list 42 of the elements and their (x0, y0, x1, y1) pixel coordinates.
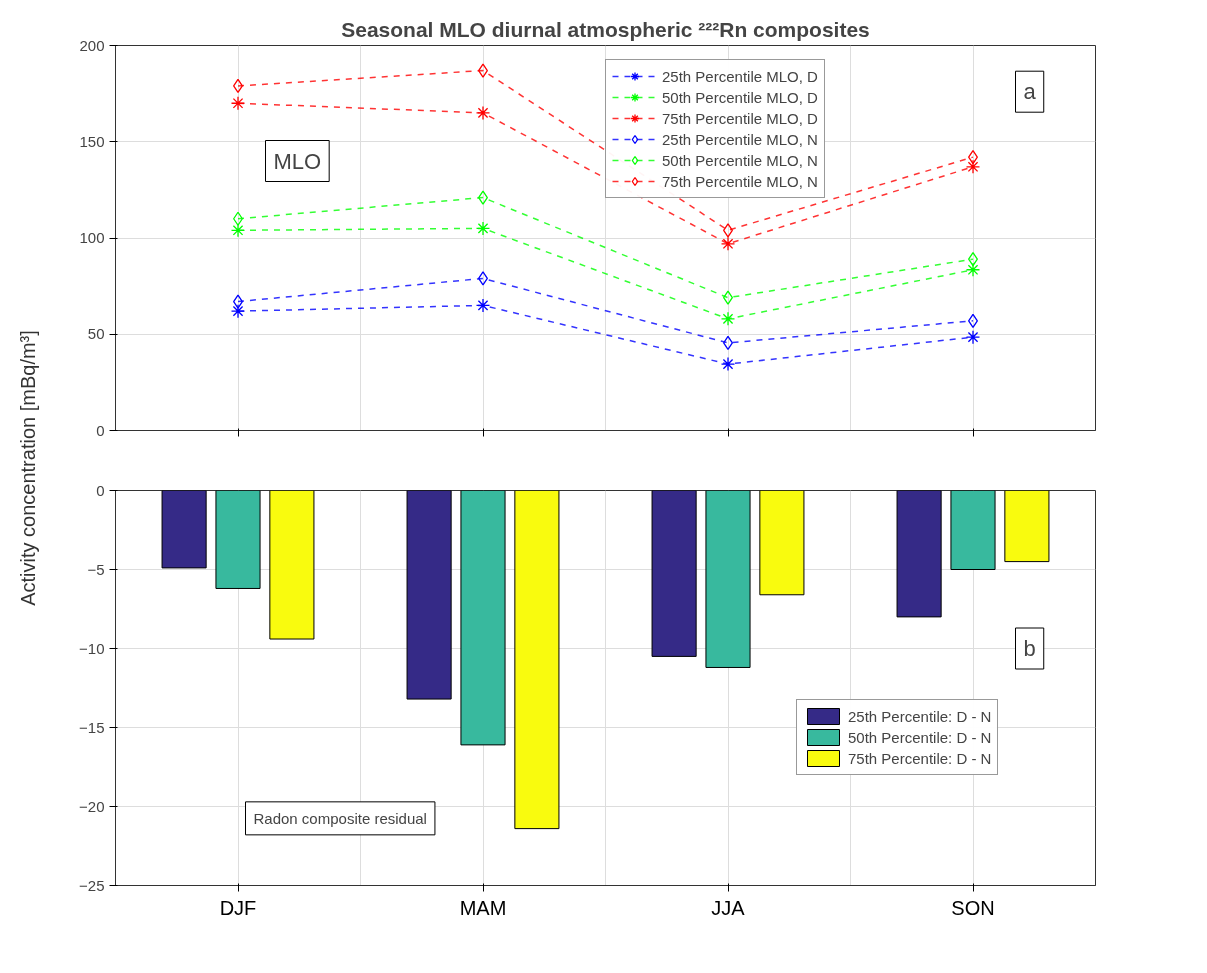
legend-label: 75th Percentile MLO, D (662, 109, 818, 127)
y-tick-label: 100 (79, 229, 105, 246)
x-tick-label: JJA (711, 896, 746, 919)
legend-label: 75th Percentile MLO, N (662, 172, 818, 190)
x-tick-label: SON (951, 896, 995, 919)
point (230, 223, 246, 238)
point (965, 159, 981, 174)
annotation: a (1023, 79, 1037, 105)
y-tick-label: 50 (87, 325, 105, 343)
point (230, 96, 246, 111)
x-tick-label: MAM (459, 896, 507, 919)
legend-label: 25th Percentile MLO, N (662, 130, 818, 148)
y-tick-label: −15 (79, 718, 105, 736)
y-axis-title: Activity concentration [mBq/m³] (16, 330, 39, 606)
y-tick-label: 0 (96, 421, 105, 439)
legend-label: 50th Percentile MLO, N (662, 151, 818, 169)
annotation: Radon composite residual (253, 809, 427, 827)
y-tick-label: −5 (87, 560, 105, 578)
legend-label: 50th Percentile: D - N (848, 728, 992, 746)
point (475, 221, 491, 236)
y-tick-label: 0 (96, 481, 105, 499)
annotation: b (1023, 636, 1036, 661)
y-tick-label: 150 (79, 132, 105, 150)
legend-label: 50th Percentile MLO, D (662, 88, 818, 106)
point (965, 262, 981, 277)
legend-label: 75th Percentile: D - N (848, 749, 992, 767)
point (965, 329, 981, 345)
chart-title: Seasonal MLO diurnal atmospheric ²²²Rn composites (341, 17, 870, 41)
point (475, 105, 491, 121)
y-tick-label: 200 (79, 36, 105, 54)
point (720, 356, 736, 372)
legend-label: 25th Percentile: D - N (848, 707, 992, 725)
annotation: MLO (273, 148, 322, 174)
y-tick-label: −25 (79, 876, 105, 894)
point (720, 311, 736, 326)
point (720, 236, 736, 251)
x-tick-label: DJF (219, 896, 257, 919)
legend-label: 25th Percentile MLO, D (662, 67, 818, 85)
y-tick-label: −10 (79, 639, 105, 657)
point (230, 304, 246, 319)
point (475, 298, 491, 313)
y-tick-label: −20 (79, 797, 105, 815)
